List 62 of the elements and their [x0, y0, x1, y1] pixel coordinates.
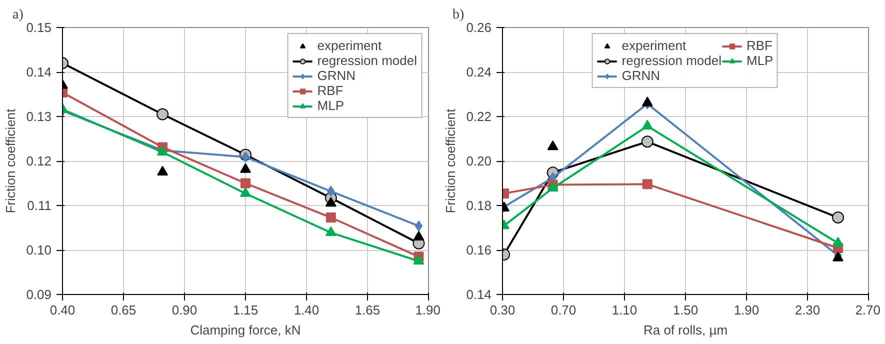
point	[157, 166, 168, 176]
point	[414, 220, 423, 232]
x-tick-label: 0.40	[50, 302, 76, 318]
x-tick-label: 0.65	[110, 302, 136, 318]
y-tick-label: 0.20	[466, 154, 492, 168]
x-axis-title: Clamping force, kN	[190, 322, 301, 338]
x-tick-label: 1.65	[354, 302, 380, 318]
point	[642, 179, 652, 190]
x-tick-label: 0.90	[172, 302, 198, 318]
y-tick-label: 0.11	[27, 198, 52, 213]
y-tick-label: 0.14	[26, 64, 52, 80]
legend-label: GRNN	[622, 68, 660, 83]
x-tick-label: 1.40	[294, 302, 320, 318]
legend-label: MLP	[746, 53, 774, 68]
point	[240, 187, 251, 197]
legend-label: RBF	[746, 38, 772, 53]
point	[832, 212, 844, 224]
point	[325, 226, 336, 236]
point	[547, 140, 558, 150]
point	[642, 96, 653, 106]
text: a)	[12, 8, 24, 22]
legend-label: RBF	[317, 83, 344, 98]
point	[413, 254, 424, 265]
x-tick-label: 1.15	[232, 302, 258, 318]
point	[240, 178, 250, 188]
point	[641, 136, 654, 148]
legend-label: experiment	[317, 38, 382, 53]
y-tick-label: 0.24	[466, 64, 492, 80]
point	[240, 163, 251, 173]
y-tick-label: 0.09	[26, 287, 52, 302]
legend-label: experiment	[622, 38, 686, 53]
legend-label: GRNN	[317, 68, 356, 83]
legend-label: regression model	[317, 53, 417, 68]
point	[832, 236, 844, 246]
x-tick-label: 1.50	[672, 302, 698, 318]
x-axis-title: Ra of rolls, µm	[643, 322, 728, 338]
x-tick-label: 1.10	[612, 302, 638, 318]
x-tick-label: 2.30	[794, 302, 820, 318]
x-tick-label: 0.70	[550, 302, 576, 318]
point	[325, 197, 336, 207]
y-tick-label: 0.13	[26, 109, 52, 124]
y-tick-label: 0.26	[466, 20, 492, 35]
x-tick-label: 1.90	[415, 302, 441, 318]
x-tick-label: 0.30	[490, 302, 516, 318]
point	[156, 108, 169, 120]
y-axis-title: Friction coefficient	[3, 108, 18, 214]
legend-label: MLP	[317, 98, 344, 113]
y-tick-label: 0.14	[466, 287, 492, 302]
y-tick-label: 0.16	[466, 242, 492, 258]
y-tick-label: 0.18	[466, 198, 492, 213]
point	[413, 230, 424, 240]
y-tick-label: 0.10	[26, 242, 52, 258]
x-tick-label: 1.90	[734, 302, 760, 318]
y-tick-label: 0.15	[26, 20, 52, 35]
y-axis-title: Friction coefficient	[443, 108, 458, 214]
text: b)	[452, 8, 464, 22]
x-tick-label: 2.70	[855, 302, 881, 318]
y-tick-label: 0.12	[26, 154, 52, 168]
y-tick-label: 0.22	[466, 109, 492, 124]
point	[642, 120, 653, 130]
point	[326, 212, 336, 223]
legend-label: regression model	[622, 53, 722, 68]
